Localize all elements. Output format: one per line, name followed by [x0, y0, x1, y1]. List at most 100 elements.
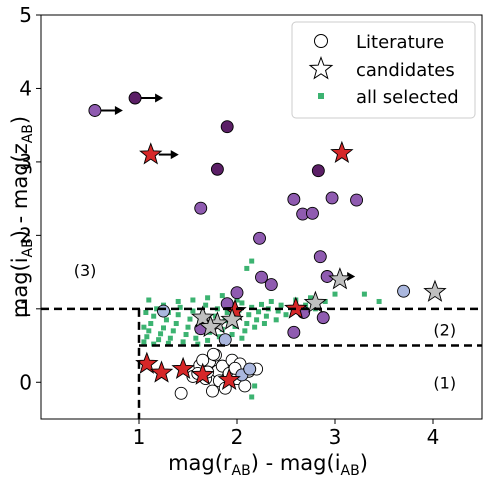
all-selected-point-79 — [165, 340, 171, 346]
upper-limit-arrow-head-14 — [347, 271, 356, 281]
x-axis-ticks: 1 2 3 4 — [133, 419, 439, 449]
blue-circle-point-1 — [218, 333, 232, 347]
all-selected-point-78 — [151, 341, 157, 347]
literature-point-0 — [174, 386, 188, 400]
y-label-part-3: ) — [8, 116, 32, 124]
purple-circle-point-0 — [88, 104, 102, 117]
literature-point-20 — [207, 347, 220, 361]
all-selected-point-1 — [144, 334, 150, 340]
all-selected-point-71 — [146, 297, 152, 303]
candidate-star-0 — [135, 351, 159, 374]
legend-box — [291, 21, 476, 119]
all-selected-point-53 — [273, 317, 279, 323]
all-selected-point-8 — [161, 325, 166, 331]
x-tick-label-1: 2 — [231, 425, 244, 449]
x-label-part-2: ) - mag(i — [251, 451, 341, 475]
x-label-sub-1: AB — [232, 463, 251, 479]
all-selected-point-52 — [268, 298, 274, 304]
y-label-sub-1: AB — [20, 238, 36, 257]
y-tick-label-1: 1 — [19, 297, 32, 321]
x-axis-label: mag(rAB) - mag(iAB) — [168, 451, 368, 479]
purple-circle-point-4 — [194, 201, 208, 215]
all-selected-point-42 — [244, 321, 250, 327]
y-tick-label-3: 3 — [19, 150, 32, 174]
all-selected-point-46 — [254, 317, 260, 323]
all-selected-point-29 — [212, 313, 218, 319]
purple-circle-point-2 — [220, 120, 234, 134]
all-selected-point-65 — [361, 291, 367, 297]
x-label-part-3: ) — [360, 451, 368, 475]
purple-circle-point-6 — [255, 270, 268, 284]
all-selected-point-44 — [249, 304, 255, 310]
region-label-1: (1) — [433, 373, 456, 392]
candidate-star-14 — [328, 267, 352, 290]
all-selected-point-76 — [219, 293, 225, 299]
purple-circle-point-5 — [253, 231, 266, 245]
blue-circle-point-0 — [157, 304, 170, 318]
upper-limit-arrow-head-1 — [155, 93, 164, 103]
x-tick-label-2: 3 — [329, 425, 342, 449]
purple-circle-point-15 — [264, 278, 278, 292]
all-selected-point-16 — [180, 339, 186, 345]
all-selected-point-11 — [167, 335, 173, 341]
all-selected-point-26 — [205, 337, 211, 343]
upper-limit-arrow-head-0 — [114, 105, 123, 115]
all-selected-point-36 — [229, 332, 235, 338]
all-selected-point-14 — [175, 312, 181, 318]
y-tick-label-2: 2 — [19, 223, 32, 247]
purple-circle-point-17 — [230, 286, 244, 300]
all-selected-point-55 — [278, 302, 284, 308]
all-selected-point-63 — [322, 298, 328, 304]
all-selected-point-13 — [173, 321, 179, 327]
literature-point-15 — [238, 379, 252, 393]
candidate-star-4 — [217, 367, 241, 391]
candidate-star-12 — [198, 314, 223, 338]
all-selected-point-4 — [151, 313, 157, 319]
all-selected-point-87 — [252, 383, 258, 389]
all-selected-point-41 — [242, 328, 248, 334]
selection-boundaries — [41, 307, 482, 419]
candidate-star-11 — [220, 307, 244, 330]
legend-all-selected-label: all selected — [356, 87, 459, 108]
x-tick-label-0: 1 — [133, 425, 146, 449]
y-label-part-1: mag(i — [8, 257, 32, 318]
all-selected-point-67 — [244, 265, 250, 271]
all-selected-point-34 — [224, 309, 230, 315]
literature-point-5 — [206, 384, 219, 398]
candidate-star-2 — [171, 356, 195, 379]
all-selected-point-48 — [259, 301, 264, 307]
all-selected-point-70 — [143, 309, 149, 315]
all-selected-point-17 — [183, 332, 189, 338]
all-selected-point-61 — [308, 295, 313, 301]
all-selected-point-80 — [195, 341, 201, 347]
all-selected-point-31 — [216, 334, 222, 340]
y-label-sub-2: AB — [20, 124, 36, 143]
candidate-star-3 — [191, 362, 215, 385]
data-layer — [88, 91, 447, 400]
all-selected-point-12 — [170, 328, 176, 334]
all-selected-point-49 — [261, 321, 267, 327]
purple-circle-point-18 — [287, 325, 301, 339]
purple-circle-point-9 — [306, 206, 319, 220]
x-label-sub-2: AB — [341, 463, 360, 479]
all-selected-point-2 — [146, 328, 152, 334]
all-selected-point-5 — [154, 306, 160, 312]
purple-circle-point-11 — [325, 191, 339, 205]
candidate-star-15 — [423, 279, 447, 302]
all-selected-point-20 — [190, 308, 196, 314]
all-selected-point-19 — [187, 316, 193, 322]
legend-literature-marker — [314, 34, 328, 48]
legend-literature-label: Literature — [356, 32, 444, 53]
all-selected-point-68 — [249, 258, 255, 264]
y-tick-label-5: 5 — [19, 3, 32, 27]
all-selected-point-18 — [185, 324, 191, 330]
candidate-star-13 — [303, 290, 328, 313]
y-axis-ticks: 0 1 2 3 4 5 — [19, 3, 41, 394]
candidate-star-1 — [149, 360, 174, 383]
region-label-2: (2) — [433, 320, 456, 339]
y-tick-label-4: 4 — [19, 76, 32, 100]
purple-circle-point-7 — [287, 192, 301, 206]
legend: Literature candidates all selected — [291, 21, 476, 119]
x-label-part-1: mag(r — [168, 451, 232, 475]
